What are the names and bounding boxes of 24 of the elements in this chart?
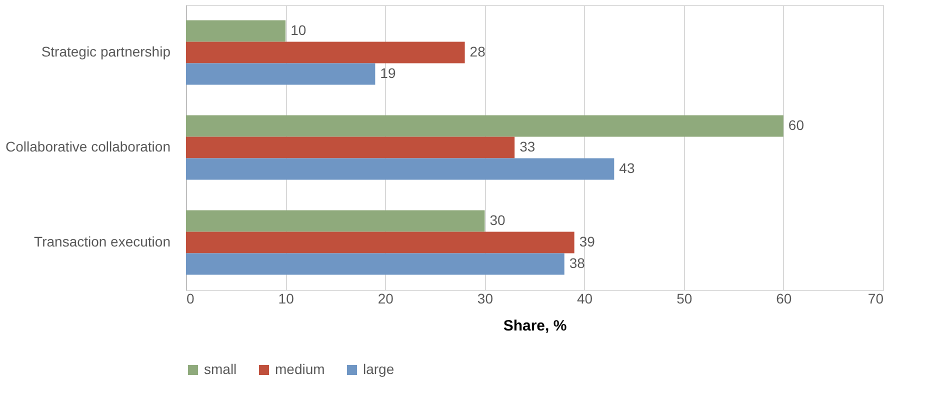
legend-label: large <box>363 361 394 377</box>
data-label: 39 <box>579 234 596 250</box>
x-tick-label: 0 <box>186 290 194 306</box>
data-label: 33 <box>520 138 536 154</box>
legend-label: medium <box>275 361 325 377</box>
x-tick-label: 70 <box>868 290 884 306</box>
data-label: 60 <box>788 116 804 133</box>
x-tick-label: 60 <box>776 290 792 306</box>
data-label: 38 <box>569 255 586 272</box>
x-tick-label: 30 <box>477 290 494 306</box>
y-tick-label: Strategic partnership <box>41 44 171 60</box>
data-label: 19 <box>380 65 396 82</box>
x-tick-label: 40 <box>576 290 593 306</box>
data-label: 28 <box>470 44 486 60</box>
x-tick-label: 20 <box>378 290 394 306</box>
x-tick-label: 50 <box>676 290 692 306</box>
data-label: 43 <box>619 160 635 176</box>
y-tick-label: Collaborative collaboration <box>6 138 170 154</box>
x-tick-label: 10 <box>278 290 294 306</box>
data-label: 10 <box>290 22 306 38</box>
x-axis-title: Share, % <box>503 318 567 334</box>
legend-label: small <box>204 361 237 377</box>
data-label: 30 <box>490 212 506 228</box>
y-tick-label: Transaction execution <box>34 234 170 250</box>
